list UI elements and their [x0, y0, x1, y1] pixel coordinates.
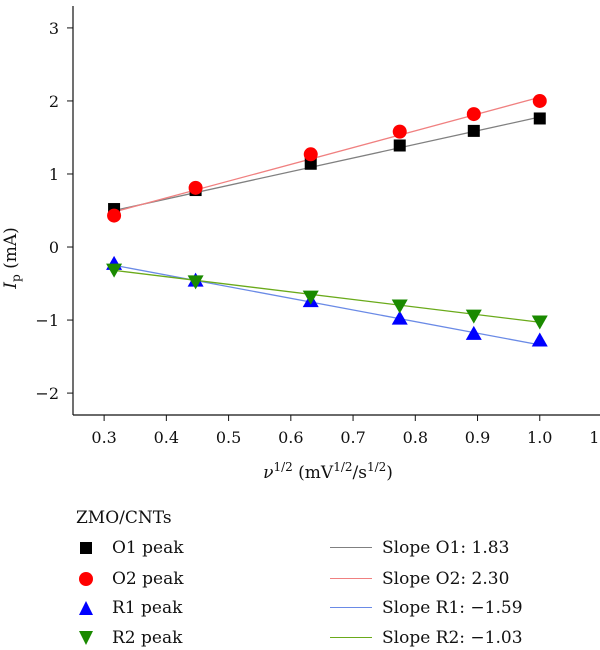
- data-point-triangle-down: [391, 299, 408, 314]
- data-point-circle: [392, 124, 407, 139]
- data-point-triangle-down: [106, 263, 123, 278]
- data-point-square: [467, 124, 480, 137]
- y-axis-label-sub: p: [9, 274, 23, 282]
- x-tick-label: 0.9: [465, 428, 490, 447]
- y-tick-label: −1: [35, 311, 59, 330]
- y-axis-label-units: (mA): [1, 227, 21, 274]
- plot-area: 0.3 0.4 0.5 0.6 0.7 0.8 0.9 1.0 1.1 −2 −1 0 1 2 3: [35, 6, 600, 447]
- data-point-circle: [303, 147, 318, 162]
- x-axis-label-units-sup1: 1/2: [333, 460, 352, 474]
- data-point-triangle-up: [465, 325, 482, 340]
- data-point-circle: [107, 208, 122, 223]
- x-tick-label: 0.4: [154, 428, 179, 447]
- data-point-circle: [466, 107, 481, 122]
- x-tick-label: 0.3: [91, 428, 116, 447]
- x-axis-label-units-c: ): [386, 463, 393, 483]
- x-tick-label: 0.5: [216, 428, 241, 447]
- x-axis-label-sup: 1/2: [273, 460, 292, 474]
- x-tick-label: 0.7: [340, 428, 365, 447]
- y-axis-label-main: I: [1, 282, 21, 290]
- x-tick-label: 0.6: [278, 428, 303, 447]
- data-point-square: [393, 139, 406, 152]
- x-axis-label-units-sup2: 1/2: [367, 460, 386, 474]
- y-tick-label: 0: [49, 238, 59, 257]
- x-axis-label-main: ν: [263, 463, 273, 483]
- x-tick-label: 1.1: [589, 428, 600, 447]
- y-tick-label: 3: [49, 19, 59, 38]
- y-tick-label: 1: [49, 165, 59, 184]
- data-point-triangle-down: [302, 290, 319, 305]
- x-axis-label: ν1/2 (mV1/2/s1/2): [263, 460, 393, 483]
- data-point-triangle-down: [187, 275, 204, 290]
- y-tick-label: −2: [35, 384, 59, 403]
- data-point-square: [304, 157, 317, 170]
- data-point-triangle-up: [531, 332, 548, 347]
- y-tick-label: 2: [49, 92, 59, 111]
- x-axis-label-units-b: /s: [353, 463, 367, 483]
- data-point-triangle-up: [391, 310, 408, 325]
- x-tick-label: 0.8: [403, 428, 428, 447]
- x-axis-label-units-a: (mV: [293, 463, 334, 483]
- data-point-triangle-down: [531, 315, 548, 330]
- data-point-triangle-down: [465, 309, 482, 324]
- data-point-circle: [532, 93, 547, 108]
- y-axis-label: Ip (mA): [1, 227, 23, 289]
- x-tick-label: 1.0: [527, 428, 552, 447]
- data-point-circle: [188, 180, 203, 195]
- data-point-square: [533, 112, 546, 125]
